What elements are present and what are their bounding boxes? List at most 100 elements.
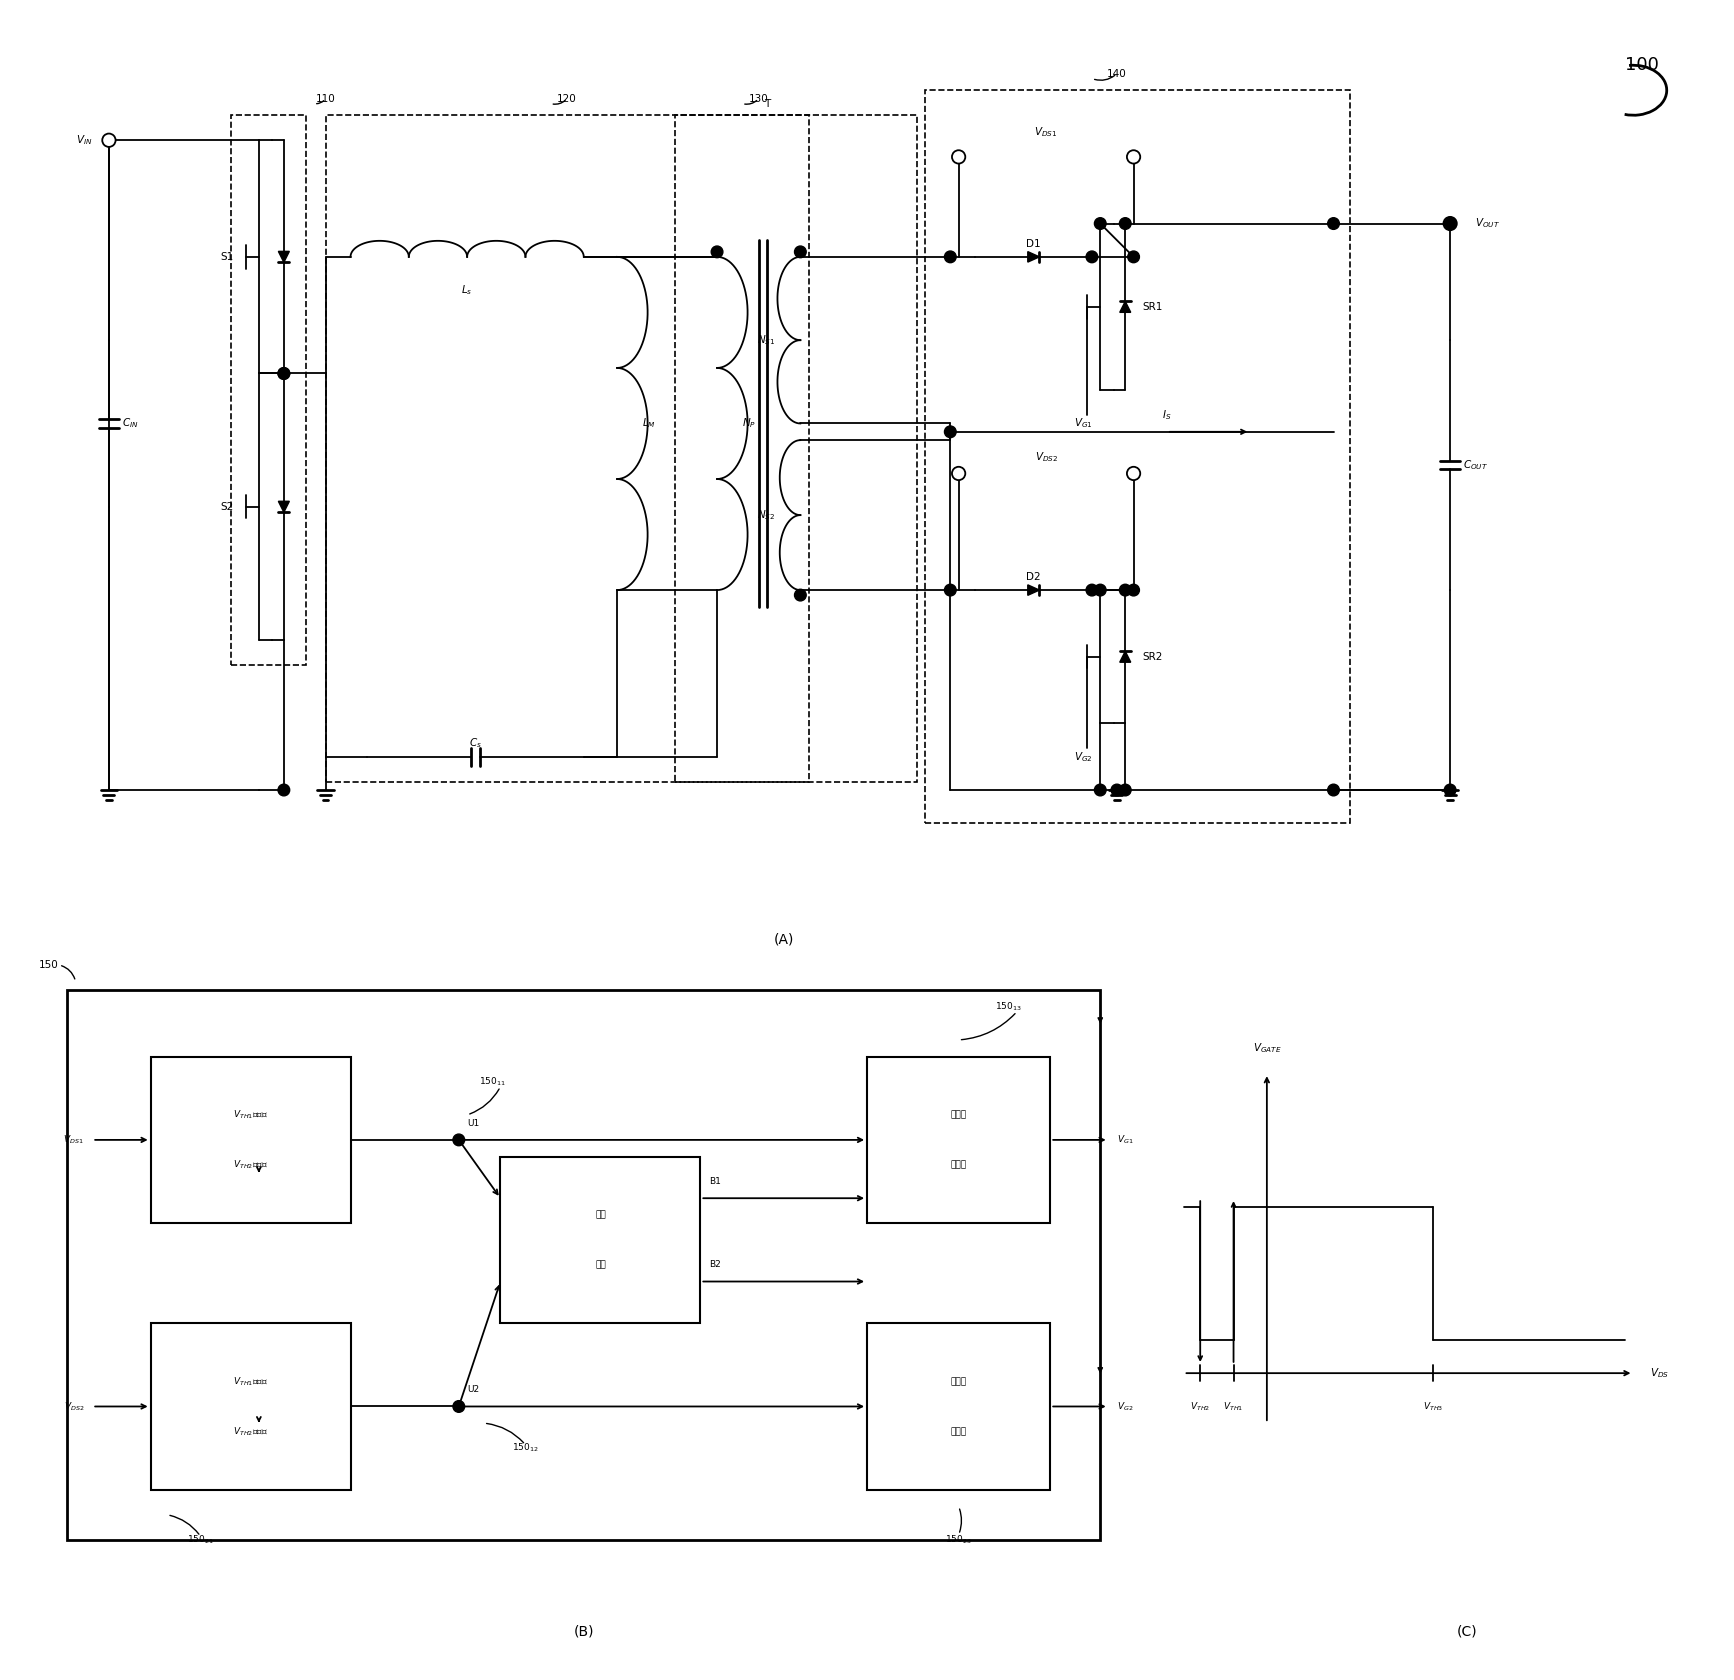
Text: $V_{G2}$: $V_{G2}$ (1117, 1399, 1134, 1413)
Circle shape (952, 467, 966, 480)
Text: $V_{DS1}$: $V_{DS1}$ (64, 1134, 83, 1146)
Text: SR1: SR1 (1143, 302, 1162, 312)
Bar (501, 1156, 701, 1324)
Text: $V_{TH3}$: $V_{TH3}$ (1424, 1399, 1444, 1413)
Text: $L_M$: $L_M$ (642, 417, 655, 430)
Text: $C_s$: $C_s$ (468, 736, 482, 751)
Circle shape (1120, 785, 1131, 796)
Polygon shape (279, 252, 290, 262)
Text: (A): (A) (773, 932, 794, 948)
Text: (C): (C) (1457, 1625, 1477, 1638)
Text: U2: U2 (466, 1386, 479, 1394)
Text: $V_{TH1}$: $V_{TH1}$ (1224, 1399, 1243, 1413)
Text: 第二逻: 第二逻 (950, 1378, 966, 1386)
Text: $C_{IN}$: $C_{IN}$ (123, 417, 139, 430)
Text: $V_{DS}$: $V_{DS}$ (1651, 1366, 1670, 1379)
Text: $V_{TH1}$第二比: $V_{TH1}$第二比 (232, 1376, 269, 1388)
Text: SR2: SR2 (1143, 652, 1162, 662)
Circle shape (1127, 150, 1141, 163)
Text: $V_{TH2}$: $V_{TH2}$ (1190, 1399, 1210, 1413)
Circle shape (1085, 585, 1098, 596)
Text: 100: 100 (1625, 55, 1658, 74)
Circle shape (1444, 218, 1457, 230)
Text: $V_{DS2}$: $V_{DS2}$ (1035, 450, 1058, 464)
Text: $V_{OUT}$: $V_{OUT}$ (1476, 217, 1500, 230)
Text: $N_P$: $N_P$ (742, 417, 756, 430)
Circle shape (1120, 218, 1131, 230)
Circle shape (1328, 785, 1339, 796)
Bar (676, 116, 917, 781)
Text: 第一逻: 第一逻 (950, 1110, 966, 1119)
Bar (231, 116, 305, 665)
Circle shape (945, 427, 955, 437)
Circle shape (1443, 217, 1457, 230)
Circle shape (1444, 785, 1457, 796)
Text: $N_{S1}$: $N_{S1}$ (758, 333, 775, 348)
Text: 消隐: 消隐 (595, 1210, 605, 1220)
Circle shape (794, 590, 806, 601)
Text: $V_{GATE}$: $V_{GATE}$ (1252, 1042, 1281, 1055)
Text: $I_S$: $I_S$ (1162, 408, 1172, 422)
Text: $V_{TH2}$较电路: $V_{TH2}$较电路 (232, 1159, 269, 1171)
Text: D1: D1 (1027, 239, 1040, 249)
Text: $V_{DS2}$: $V_{DS2}$ (64, 1399, 83, 1413)
Circle shape (277, 368, 290, 380)
Text: U1: U1 (466, 1119, 479, 1127)
Bar (151, 1324, 350, 1490)
Polygon shape (1120, 301, 1131, 312)
Text: D2: D2 (1027, 571, 1040, 581)
Circle shape (277, 785, 290, 796)
Text: $150_{21}$: $150_{21}$ (187, 1534, 213, 1546)
Text: (B): (B) (574, 1625, 595, 1638)
Circle shape (1094, 218, 1106, 230)
Text: $V_{G2}$: $V_{G2}$ (1075, 749, 1092, 764)
Circle shape (1127, 250, 1139, 262)
Text: $150_{12}$: $150_{12}$ (512, 1441, 539, 1455)
Text: S2: S2 (220, 502, 234, 512)
Text: 140: 140 (1106, 69, 1127, 79)
Text: T: T (765, 99, 770, 109)
Text: $150_{13}$: $150_{13}$ (995, 1000, 1021, 1013)
Text: 130: 130 (749, 94, 768, 104)
Circle shape (1094, 785, 1106, 796)
Text: $L_s$: $L_s$ (461, 284, 473, 297)
Circle shape (1111, 785, 1122, 796)
Text: 电路: 电路 (595, 1260, 605, 1270)
Text: $V_{G1}$: $V_{G1}$ (1075, 417, 1092, 430)
Circle shape (453, 1401, 465, 1413)
Bar (326, 116, 808, 781)
Bar (867, 1324, 1051, 1490)
Circle shape (945, 250, 955, 262)
Circle shape (277, 368, 290, 380)
Bar (867, 1057, 1051, 1223)
Circle shape (102, 134, 116, 146)
Circle shape (1127, 585, 1139, 596)
Text: $V_{IN}$: $V_{IN}$ (76, 133, 92, 148)
Text: $150_{23}$: $150_{23}$ (945, 1534, 973, 1546)
Text: 150: 150 (40, 959, 59, 969)
Text: $C_{OUT}$: $C_{OUT}$ (1463, 459, 1490, 472)
Text: 110: 110 (316, 94, 335, 104)
Polygon shape (1028, 585, 1039, 595)
Text: 辑电路: 辑电路 (950, 1161, 966, 1169)
Text: 辑电路: 辑电路 (950, 1426, 966, 1436)
Circle shape (945, 585, 955, 596)
Circle shape (1120, 585, 1131, 596)
Circle shape (1085, 250, 1098, 262)
Text: S1: S1 (220, 252, 234, 262)
Polygon shape (279, 501, 290, 512)
Bar (151, 1057, 350, 1223)
Text: $V_{G1}$: $V_{G1}$ (1117, 1134, 1134, 1146)
Bar (926, 91, 1351, 823)
Text: $V_{TH1}$第一比: $V_{TH1}$第一比 (232, 1109, 269, 1121)
Circle shape (453, 1134, 465, 1146)
Text: $V_{TH2}$较电路: $V_{TH2}$较电路 (232, 1425, 269, 1438)
Circle shape (794, 245, 806, 257)
Text: B1: B1 (709, 1178, 721, 1186)
Circle shape (1328, 218, 1339, 230)
Circle shape (711, 245, 723, 257)
Text: $V_{DS1}$: $V_{DS1}$ (1035, 124, 1058, 139)
Text: $N_{S2}$: $N_{S2}$ (758, 509, 775, 522)
Polygon shape (1028, 252, 1039, 262)
Text: B2: B2 (709, 1260, 720, 1270)
